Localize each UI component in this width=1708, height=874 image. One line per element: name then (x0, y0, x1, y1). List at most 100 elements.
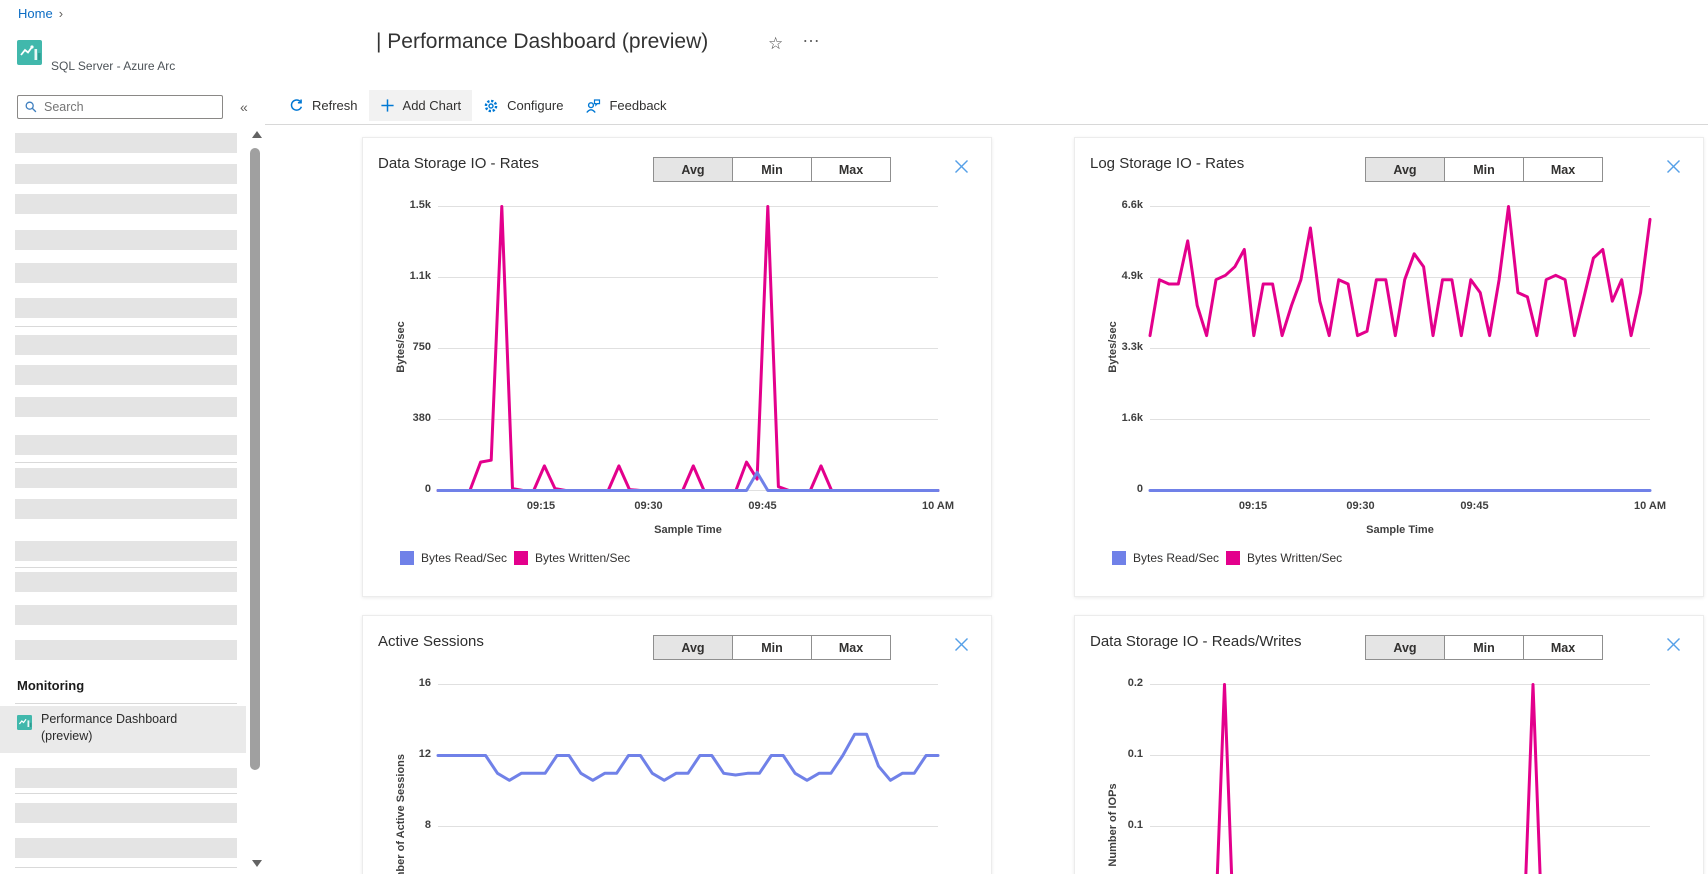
metric-toggle-max[interactable]: Max (1523, 635, 1603, 660)
scrollbar-thumb[interactable] (250, 148, 260, 770)
x-axis-tick-label: 09:30 (634, 500, 663, 512)
feedback-label: Feedback (609, 98, 667, 113)
search-icon (25, 101, 37, 113)
command-bar: Refresh Add Chart Configure Feedback (278, 88, 678, 123)
scroll-up-icon[interactable] (252, 131, 262, 138)
series-line (436, 732, 940, 782)
metric-toggle-group: Avg Min Max (653, 635, 891, 660)
metric-toggle-avg[interactable]: Avg (653, 157, 733, 182)
legend-item: Bytes Read/Sec (1112, 551, 1219, 565)
metric-toggle-avg[interactable]: Avg (653, 635, 733, 660)
x-axis-tick-label: 09:45 (748, 500, 777, 512)
line-chart (1148, 205, 1652, 492)
line-chart (1150, 683, 1650, 874)
sidebar-divider (15, 326, 237, 327)
configure-label: Configure (507, 98, 564, 113)
sidebar-placeholder-item (15, 499, 237, 519)
search-input[interactable] (44, 100, 204, 114)
scroll-down-icon[interactable] (252, 860, 262, 867)
breadcrumb-chevron-icon: › (58, 6, 64, 21)
x-axis-title: Sample Time (654, 524, 722, 536)
chart-card: Log Storage IO - Rates Avg Min Max 6.6k 4.9k 3… (1074, 137, 1704, 597)
breadcrumb-home-link[interactable]: Home (18, 6, 53, 21)
x-axis-tick-label: 10 AM (1634, 500, 1666, 512)
metric-toggle-avg[interactable]: Avg (1365, 635, 1445, 660)
sidebar-section-monitoring: Monitoring (17, 678, 85, 693)
sidebar-placeholder-item (15, 263, 237, 283)
legend-swatch (1226, 551, 1240, 565)
close-chart-icon[interactable] (953, 636, 970, 653)
chart-title: Log Storage IO - Rates (1090, 155, 1245, 172)
sql-server-azure-arc-icon (17, 40, 42, 65)
series-line (436, 471, 940, 492)
x-axis-tick-label: 09:45 (1460, 500, 1489, 512)
metric-toggle-group: Avg Min Max (653, 157, 891, 182)
more-options-icon[interactable]: … (802, 26, 821, 46)
legend-item: Bytes Written/Sec (1226, 551, 1342, 565)
legend-label: Bytes Read/Sec (421, 551, 508, 565)
add-chart-button[interactable]: Add Chart (368, 90, 473, 121)
page-title: | Performance Dashboard (preview) (376, 30, 709, 53)
metric-toggle-min[interactable]: Min (1444, 635, 1524, 660)
line-chart (436, 205, 940, 492)
sidebar-placeholder-item (15, 194, 237, 214)
sidebar-placeholder-item (15, 397, 237, 417)
y-axis-title: Bytes/sec (1107, 321, 1119, 373)
close-chart-icon[interactable] (953, 158, 970, 175)
y-axis-tick-label: 0.2 (1127, 677, 1143, 689)
sidebar-divider (15, 703, 237, 704)
y-axis-tick-label: 6.6k (1121, 199, 1143, 211)
x-axis-tick-label: 10 AM (922, 500, 954, 512)
legend-swatch (1112, 551, 1126, 565)
sidebar-item-performance-dashboard[interactable]: Performance Dashboard (preview) (0, 706, 246, 753)
close-chart-icon[interactable] (1665, 636, 1682, 653)
sidebar-divider (15, 567, 237, 568)
y-axis-tick-label: 1.6k (1121, 412, 1143, 424)
sidebar-placeholder-item (15, 335, 237, 355)
sidebar-divider (15, 462, 237, 463)
feedback-button[interactable]: Feedback (574, 90, 677, 122)
sidebar-placeholder-item (15, 803, 237, 823)
x-axis-tick-label: 09:30 (1346, 500, 1375, 512)
refresh-button[interactable]: Refresh (278, 90, 369, 121)
collapse-sidebar-button[interactable]: « (240, 99, 248, 115)
y-axis-tick-label: 0 (424, 483, 431, 495)
chart-card: Active Sessions Avg Min Max 16 12 8 Number of A… (362, 615, 992, 874)
sidebar-placeholder-item (15, 838, 237, 858)
x-axis-tick-label: 09:15 (1238, 500, 1268, 512)
y-axis-tick-label: 0 (1136, 483, 1143, 495)
y-axis-tick-label: 3.3k (1121, 341, 1143, 353)
breadcrumb: Home › (18, 6, 63, 21)
toolbar-divider (265, 124, 1708, 125)
y-axis-tick-label: 750 (412, 341, 431, 353)
y-axis-tick-label: 12 (418, 748, 431, 760)
metric-toggle-max[interactable]: Max (811, 157, 891, 182)
configure-button[interactable]: Configure (472, 90, 574, 122)
favorite-star-icon[interactable]: ☆ (768, 34, 784, 53)
legend-swatch (514, 551, 528, 565)
series-line (1148, 205, 1652, 338)
sidebar-placeholder-item (15, 468, 237, 488)
legend-swatch (400, 551, 414, 565)
legend-item: Bytes Written/Sec (514, 551, 630, 565)
metric-toggle-max[interactable]: Max (811, 635, 891, 660)
x-axis-tick-label: 09:15 (526, 500, 556, 512)
metric-toggle-min[interactable]: Min (732, 157, 812, 182)
sidebar-placeholder-item (15, 230, 237, 250)
sidebar-placeholder-item (15, 572, 237, 592)
sidebar-item-label: Performance Dashboard (preview) (41, 712, 178, 743)
close-chart-icon[interactable] (1665, 158, 1682, 175)
sidebar-placeholder-item (15, 435, 237, 455)
metric-toggle-min[interactable]: Min (732, 635, 812, 660)
metric-toggle-avg[interactable]: Avg (1365, 157, 1445, 182)
sidebar-divider (15, 867, 237, 868)
sidebar-placeholder-item (15, 768, 237, 788)
series-line (1215, 683, 1542, 874)
metric-toggle-min[interactable]: Min (1444, 157, 1524, 182)
metric-toggle-max[interactable]: Max (1523, 157, 1603, 182)
y-axis-title: Number of Active Sessions (395, 753, 407, 874)
search-box[interactable] (17, 95, 223, 119)
legend-label: Bytes Written/Sec (535, 551, 631, 565)
plus-icon (380, 99, 394, 112)
gear-icon (484, 99, 498, 112)
